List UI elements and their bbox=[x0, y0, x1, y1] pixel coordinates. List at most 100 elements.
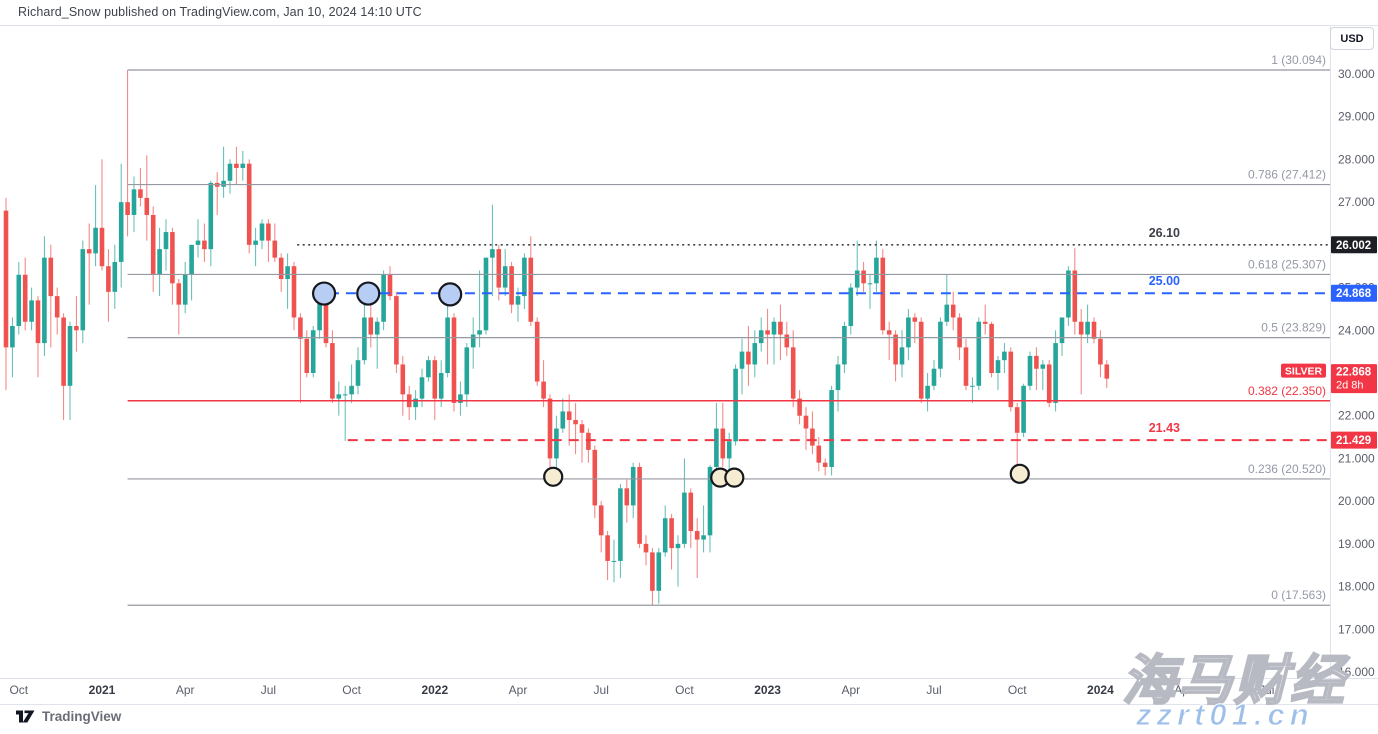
candle bbox=[496, 244, 502, 301]
candle bbox=[336, 381, 342, 416]
candle bbox=[1091, 317, 1097, 344]
candle bbox=[246, 159, 252, 254]
price-axis[interactable]: 30.00029.00028.00027.00026.00025.00024.0… bbox=[1331, 67, 1377, 679]
candle bbox=[746, 326, 751, 386]
candle bbox=[797, 390, 802, 425]
candle bbox=[1040, 360, 1046, 391]
price-axis-label: 18.000 bbox=[1338, 580, 1375, 594]
candle bbox=[733, 364, 738, 446]
time-axis-label: 2022 bbox=[421, 683, 448, 697]
candle bbox=[778, 304, 783, 361]
candle bbox=[560, 398, 566, 433]
candle bbox=[3, 197, 9, 391]
svg-text:21.429: 21.429 bbox=[1336, 435, 1371, 447]
price-axis-label: 30.000 bbox=[1338, 67, 1375, 81]
candle bbox=[400, 355, 406, 416]
candle bbox=[918, 317, 924, 403]
price-axis-label: 20.000 bbox=[1338, 494, 1375, 508]
candle bbox=[522, 253, 527, 309]
tradingview-logo-icon bbox=[16, 709, 35, 724]
candle bbox=[342, 385, 348, 441]
candle bbox=[944, 274, 950, 327]
candle bbox=[534, 317, 540, 386]
fib-level-label: 0.618 (25.307) bbox=[1248, 257, 1326, 271]
chart-pane[interactable] bbox=[0, 25, 1330, 678]
candle bbox=[720, 402, 726, 467]
touch-markers bbox=[311, 281, 1030, 488]
price-tag: 26.002 bbox=[1331, 236, 1377, 254]
candle bbox=[112, 244, 118, 309]
candle bbox=[106, 249, 111, 322]
candle bbox=[234, 146, 239, 186]
candle bbox=[61, 313, 66, 420]
svg-text:2d 8h: 2d 8h bbox=[1336, 380, 1364, 392]
candle bbox=[29, 287, 34, 331]
price-axis-label: 29.000 bbox=[1338, 110, 1375, 124]
candle bbox=[1034, 347, 1039, 391]
fib-level-label: 0 (17.563) bbox=[1271, 588, 1326, 602]
candle bbox=[138, 167, 143, 207]
time-axis[interactable]: Oct 2021 Apr Jul Oct 2022 Apr Jul Oct 2023 Apr Jul O… bbox=[9, 683, 1274, 697]
time-axis-label: Apr bbox=[1174, 683, 1193, 697]
candle bbox=[1014, 402, 1020, 473]
candle bbox=[835, 355, 841, 412]
currency-toggle-button[interactable]: USD bbox=[1330, 27, 1374, 50]
candle bbox=[502, 249, 508, 297]
candle bbox=[125, 69, 130, 237]
annotation-price-label: 26.10 bbox=[1149, 226, 1180, 240]
candle bbox=[784, 321, 790, 356]
price-axis-label: 27.000 bbox=[1338, 195, 1375, 209]
candle bbox=[643, 535, 649, 566]
fib-retracement: 1 (30.094) 0.786 (27.412) 0.618 (25.307) 0.… bbox=[127, 53, 1330, 606]
candle bbox=[675, 535, 681, 587]
candle bbox=[374, 317, 380, 369]
candle bbox=[925, 372, 930, 412]
candle bbox=[637, 462, 642, 549]
candle bbox=[598, 501, 604, 553]
candle bbox=[54, 287, 60, 335]
support-touch-marker-icon bbox=[724, 467, 745, 488]
candle bbox=[157, 227, 162, 297]
price-axis-label: 28.000 bbox=[1338, 152, 1375, 166]
candle bbox=[957, 313, 962, 361]
time-axis-label: Jul bbox=[594, 683, 609, 697]
candle bbox=[438, 360, 444, 408]
candle bbox=[458, 381, 463, 416]
candle bbox=[490, 204, 495, 297]
candle bbox=[688, 488, 694, 549]
candle bbox=[867, 274, 873, 309]
support-touch-marker-icon bbox=[543, 466, 564, 487]
candle bbox=[624, 479, 630, 523]
price-axis-label: 19.000 bbox=[1338, 537, 1375, 551]
candle bbox=[586, 428, 591, 463]
time-axis-label: Oct bbox=[1008, 683, 1027, 697]
candle bbox=[272, 223, 278, 262]
candle bbox=[150, 206, 156, 292]
annotation-price-label: 25.00 bbox=[1149, 274, 1180, 288]
candle bbox=[432, 355, 438, 420]
candle bbox=[368, 304, 374, 348]
candle bbox=[950, 291, 956, 331]
candle bbox=[662, 505, 668, 557]
tradingview-attribution[interactable]: TradingView bbox=[16, 709, 121, 724]
candle bbox=[349, 364, 354, 403]
candle bbox=[982, 304, 988, 335]
candle bbox=[131, 176, 137, 233]
candle bbox=[99, 159, 105, 271]
candle bbox=[170, 227, 175, 305]
candle bbox=[886, 321, 892, 361]
candle bbox=[1027, 351, 1033, 391]
svg-text:26.002: 26.002 bbox=[1336, 240, 1371, 252]
time-axis-label: Oct bbox=[675, 683, 694, 697]
candle bbox=[1053, 330, 1058, 412]
candle bbox=[893, 330, 898, 382]
time-axis-label: Jul bbox=[1259, 683, 1274, 697]
time-axis-label: Apr bbox=[841, 683, 860, 697]
candle bbox=[963, 338, 969, 391]
candle bbox=[16, 261, 22, 335]
tradingview-brand-label: TradingView bbox=[42, 709, 122, 724]
candle bbox=[93, 185, 98, 267]
candle bbox=[426, 355, 431, 382]
